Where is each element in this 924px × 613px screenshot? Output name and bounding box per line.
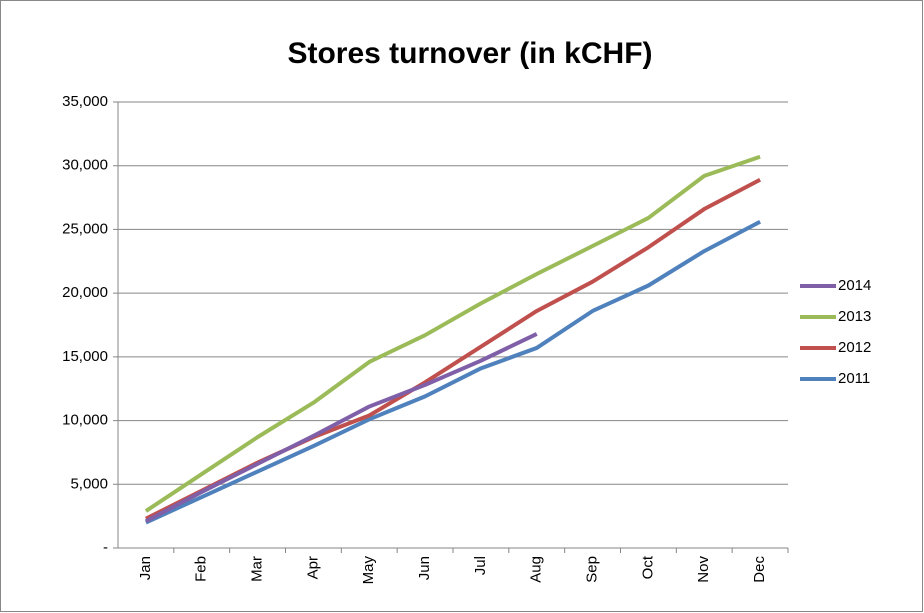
x-tick-label: Mar <box>249 556 266 582</box>
chart-title: Stores turnover (in kCHF) <box>287 37 652 70</box>
legend-label: 2013 <box>838 308 871 325</box>
x-tick-label: Dec <box>751 556 768 583</box>
x-tick-label: Aug <box>528 556 545 583</box>
y-tick-label: 20,000 <box>62 284 108 301</box>
series-line <box>145 220 762 525</box>
x-tick-label: Oct <box>639 555 656 579</box>
x-tick-label: Jan <box>137 556 154 580</box>
y-tick-label: 25,000 <box>62 220 108 237</box>
x-tick-label: Jul <box>472 556 489 575</box>
legend-label: 2012 <box>838 339 871 356</box>
legend-label: 2014 <box>838 277 871 294</box>
x-tick-label: Apr <box>304 556 321 579</box>
x-tick-label: Sep <box>584 556 601 583</box>
x-tick-label: Nov <box>695 556 712 583</box>
y-tick-label: - <box>103 539 108 556</box>
series-line <box>144 332 538 524</box>
x-tick-label: Jun <box>416 556 433 580</box>
series-line <box>144 154 761 513</box>
x-tick-label: Feb <box>193 556 210 582</box>
x-tick-label: May <box>360 556 377 585</box>
y-tick-label: 10,000 <box>62 412 108 429</box>
legend-label: 2011 <box>838 370 870 387</box>
y-tick-label: 5,000 <box>70 475 108 492</box>
y-tick-label: 15,000 <box>62 348 108 365</box>
y-tick-label: 35,000 <box>62 93 108 110</box>
y-tick-label: 30,000 <box>62 157 108 174</box>
